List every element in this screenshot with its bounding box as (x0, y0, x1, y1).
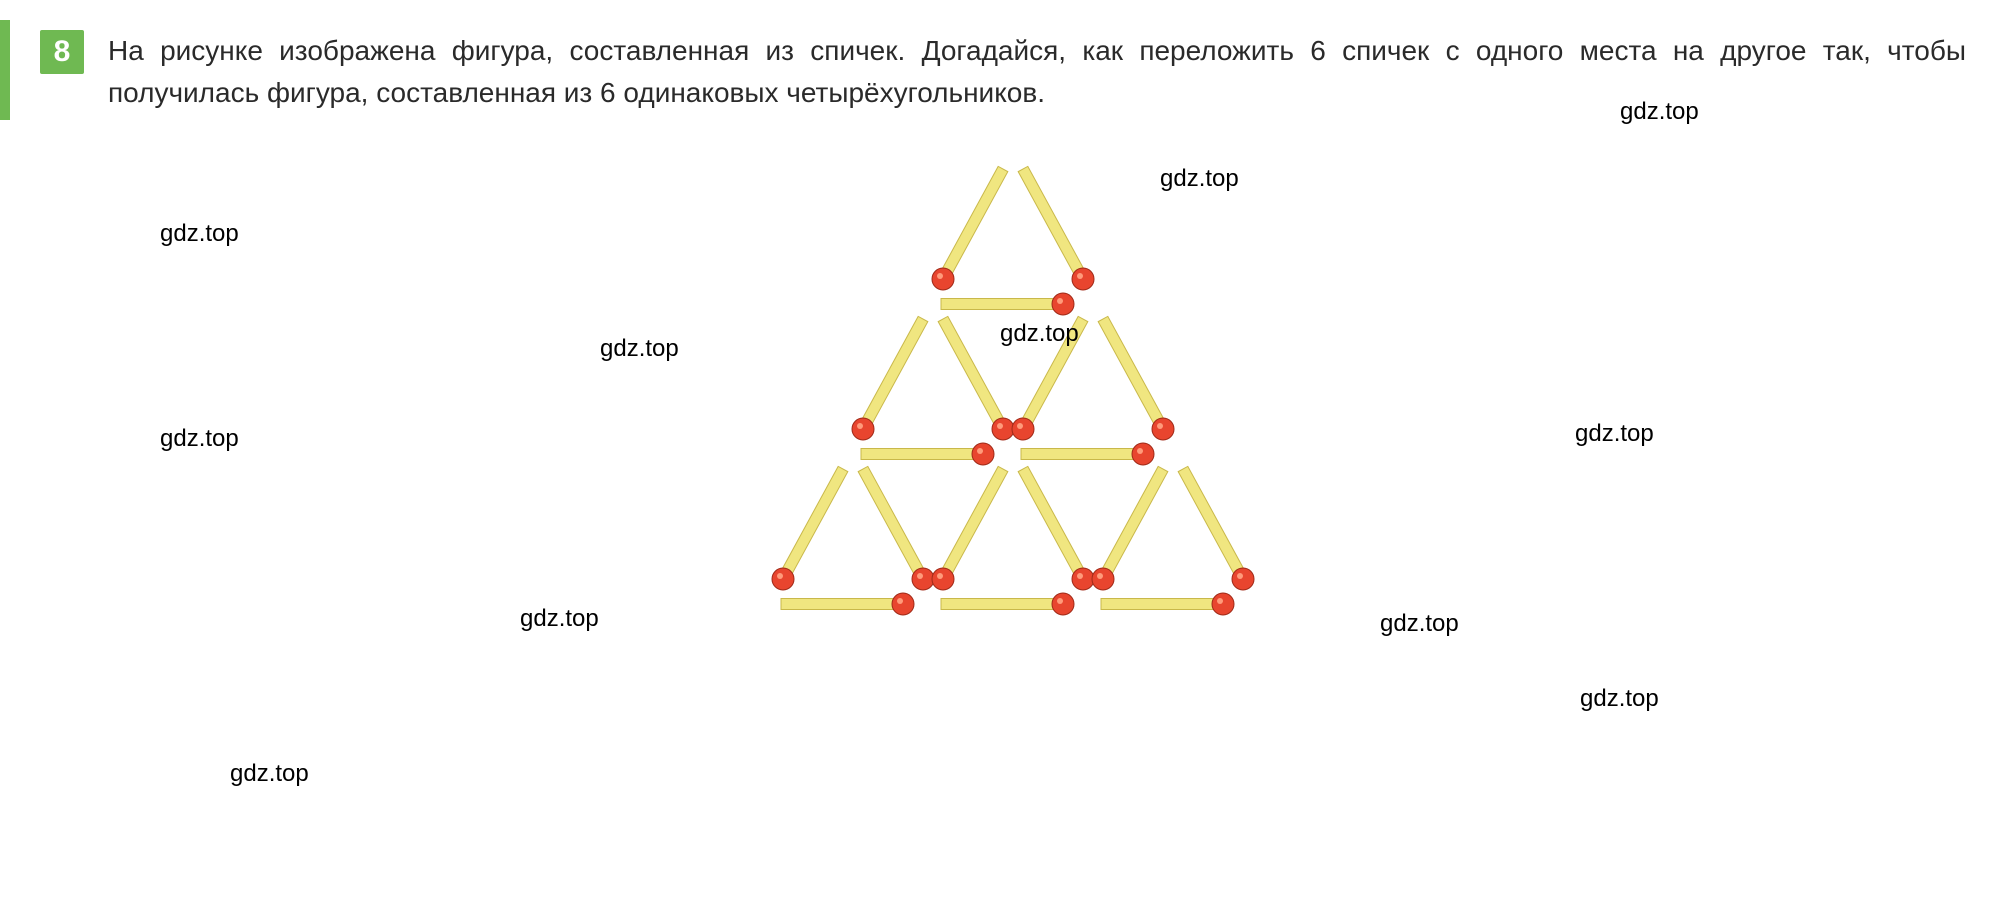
match-stick (941, 599, 1059, 610)
match-stick (858, 466, 926, 578)
match-head-highlight (1217, 598, 1223, 604)
matchstick-figure (643, 134, 1363, 654)
match-head (852, 418, 874, 440)
match-head (932, 568, 954, 590)
match-stick (941, 299, 1059, 310)
match-stick (1100, 466, 1168, 578)
match-head-highlight (1017, 423, 1023, 429)
match-head-highlight (1077, 273, 1083, 279)
watermark: gdz.top (230, 760, 309, 788)
match-head (892, 593, 914, 615)
match-stick (1178, 466, 1246, 578)
match-head-highlight (1157, 423, 1163, 429)
match-head-highlight (997, 423, 1003, 429)
match-stick (861, 449, 979, 460)
watermark: gdz.top (160, 220, 239, 248)
match-head-highlight (857, 423, 863, 429)
match-stick (860, 316, 928, 428)
match-stick (1018, 166, 1086, 278)
match-head (1052, 293, 1074, 315)
watermark: gdz.top (1580, 685, 1659, 713)
match-head-highlight (1057, 298, 1063, 304)
watermark: gdz.top (600, 335, 679, 363)
watermark: gdz.top (520, 605, 599, 633)
match-head-highlight (917, 573, 923, 579)
match-head (932, 268, 954, 290)
watermark: gdz.top (1575, 420, 1654, 448)
watermark: gdz.top (1160, 165, 1239, 193)
match-head (912, 568, 934, 590)
match-head (1212, 593, 1234, 615)
match-stick (1018, 466, 1086, 578)
figure-area (40, 134, 1966, 674)
match-head (1132, 443, 1154, 465)
match-head-highlight (1137, 448, 1143, 454)
problem-number: 8 (54, 35, 71, 69)
watermark: gdz.top (1380, 610, 1459, 638)
match-head (992, 418, 1014, 440)
match-stick (940, 166, 1008, 278)
watermark: gdz.top (160, 425, 239, 453)
match-head-highlight (777, 573, 783, 579)
match-stick (780, 466, 848, 578)
match-head (1052, 593, 1074, 615)
match-head-highlight (1097, 573, 1103, 579)
watermark: gdz.top (1000, 320, 1079, 348)
problem-number-badge: 8 (40, 30, 84, 74)
accent-left-bar (0, 20, 10, 120)
match-stick (1101, 599, 1219, 610)
watermark: gdz.top (1620, 98, 1699, 126)
match-head-highlight (1077, 573, 1083, 579)
match-stick (940, 466, 1008, 578)
match-stick (781, 599, 899, 610)
match-head (772, 568, 794, 590)
match-head (1072, 268, 1094, 290)
match-head (972, 443, 994, 465)
match-stick (1098, 316, 1166, 428)
match-stick (938, 316, 1006, 428)
match-head (1072, 568, 1094, 590)
match-head-highlight (1237, 573, 1243, 579)
match-head (1152, 418, 1174, 440)
match-head-highlight (1057, 598, 1063, 604)
match-head (1232, 568, 1254, 590)
match-stick (1021, 449, 1139, 460)
match-head (1012, 418, 1034, 440)
match-head-highlight (897, 598, 903, 604)
match-head (1092, 568, 1114, 590)
match-head-highlight (937, 273, 943, 279)
match-head-highlight (977, 448, 983, 454)
match-head-highlight (937, 573, 943, 579)
